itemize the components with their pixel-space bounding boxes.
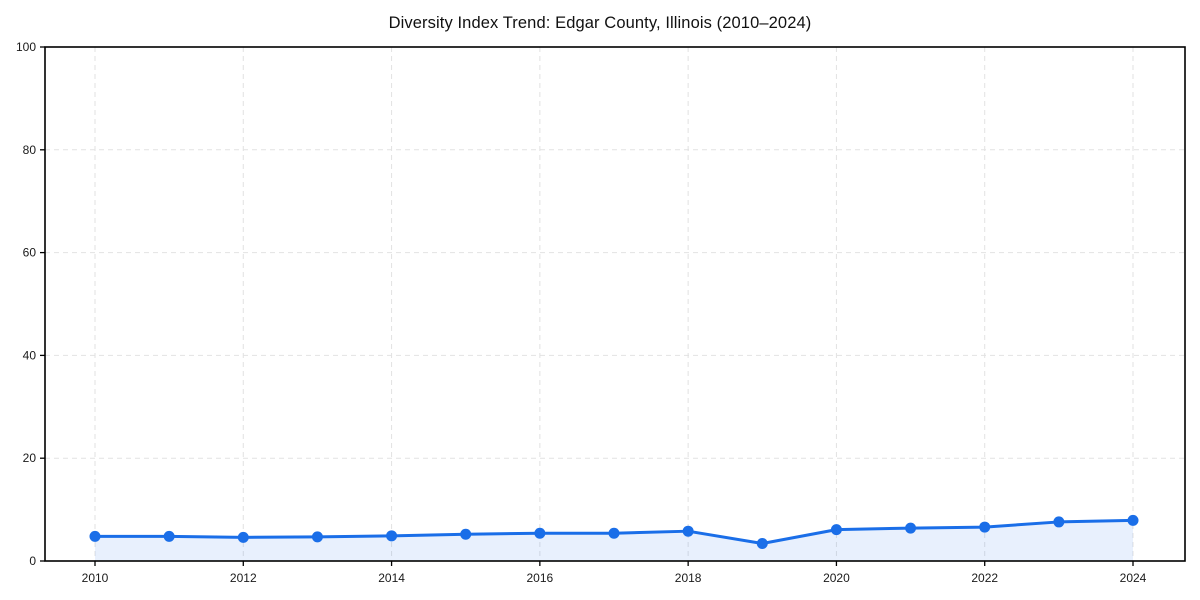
x-tick-label: 2012 [230, 571, 257, 585]
data-point [608, 527, 620, 539]
data-point [163, 530, 175, 542]
data-point [237, 531, 249, 543]
data-point [830, 524, 842, 536]
y-tick-label: 40 [23, 348, 37, 362]
y-tick-label: 60 [23, 246, 37, 260]
data-point [534, 527, 546, 539]
x-tick-label: 2010 [82, 571, 109, 585]
data-point [979, 521, 991, 533]
x-tick-label: 2018 [675, 571, 702, 585]
y-tick-label: 80 [23, 143, 37, 157]
data-point [386, 530, 398, 542]
chart-title: Diversity Index Trend: Edgar County, Ill… [388, 14, 812, 32]
y-tick-label: 100 [16, 40, 36, 54]
x-tick-label: 2024 [1120, 571, 1147, 585]
x-tick-label: 2022 [971, 571, 998, 585]
data-point [905, 522, 917, 534]
data-point [460, 528, 472, 540]
data-point [756, 538, 768, 550]
x-tick-label: 2016 [527, 571, 554, 585]
data-point [89, 530, 101, 542]
axis-frame [44, 46, 1186, 562]
data-point [682, 525, 694, 537]
data-point [311, 531, 323, 543]
y-tick-label: 20 [23, 451, 37, 465]
area-fill [95, 520, 1133, 561]
x-tick-label: 2020 [823, 571, 850, 585]
data-point [1127, 514, 1139, 526]
x-tick-label: 2014 [378, 571, 405, 585]
y-tick-label: 0 [29, 554, 36, 568]
data-point [1053, 516, 1065, 528]
